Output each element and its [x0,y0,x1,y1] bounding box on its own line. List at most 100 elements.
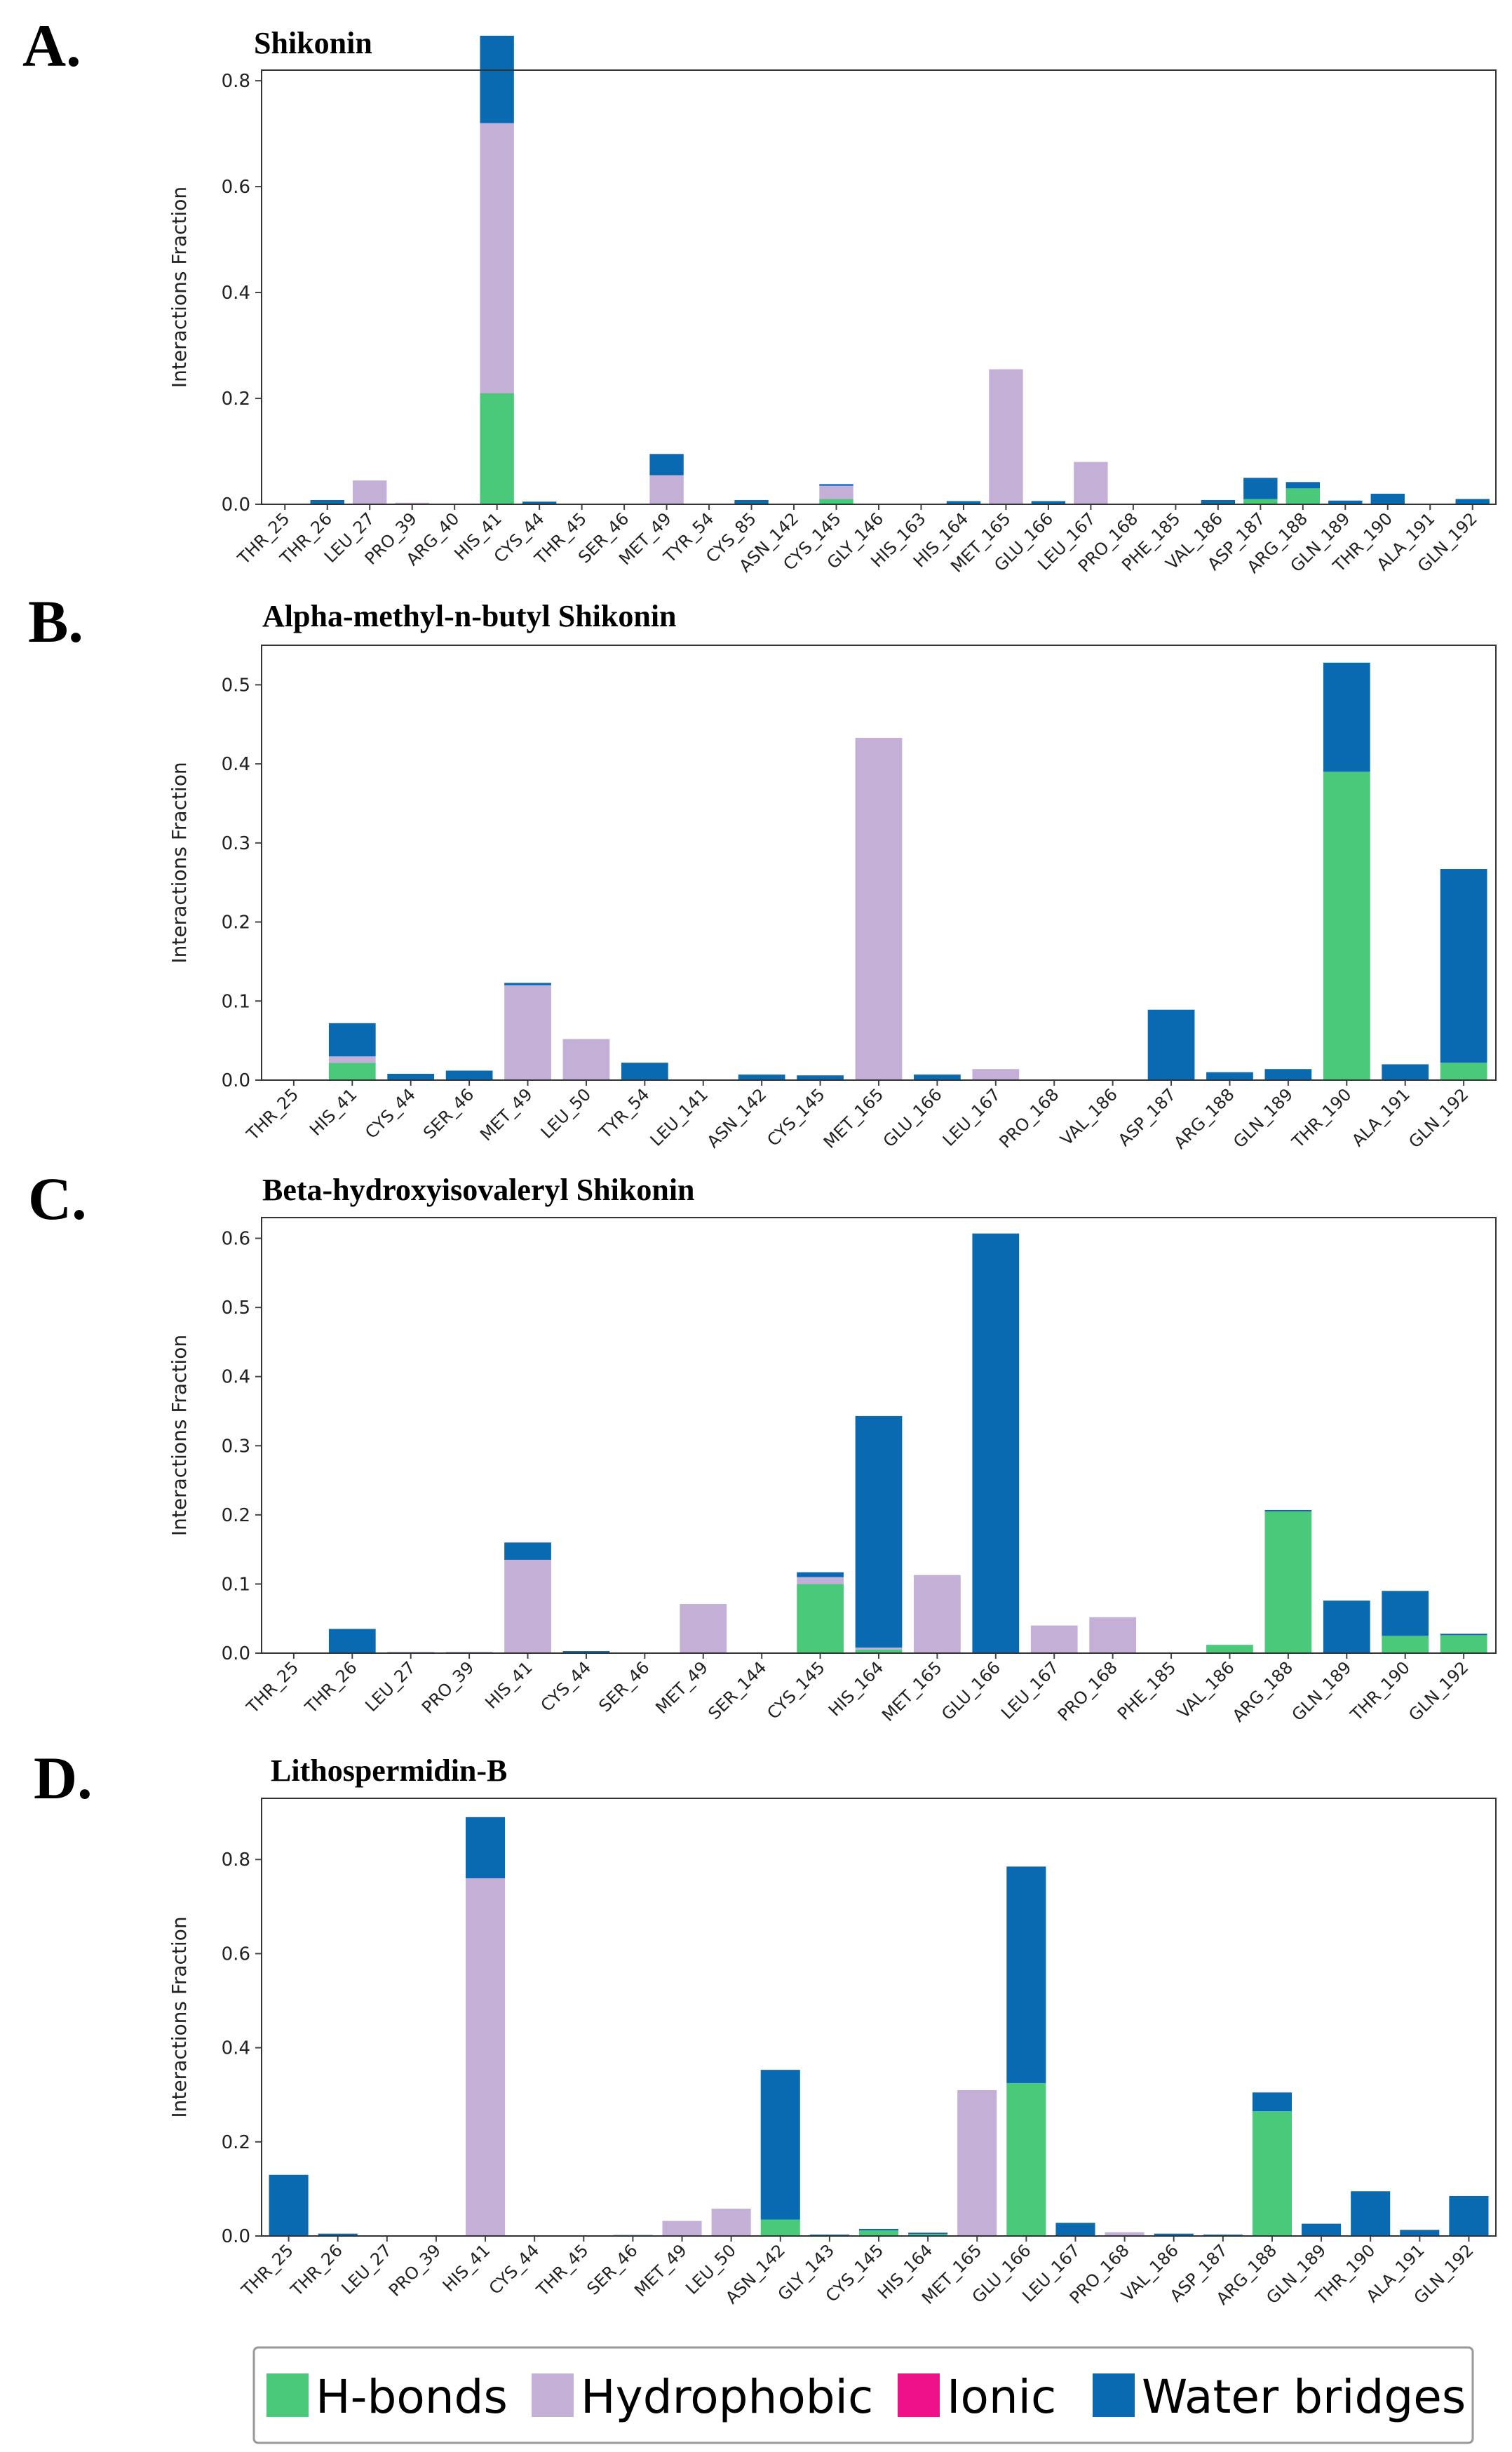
bar-water-bridges-gln_192 [1455,499,1490,504]
chart-title: Alpha-methyl-n-butyl Shikonin [262,599,677,633]
x-tick-label: GLN_189 [1288,1657,1356,1725]
bar-water-bridges-thr_26 [318,2233,358,2236]
bar-water-bridges-his_41 [465,1817,506,1879]
x-tick-label: THR_25 [237,2240,297,2301]
x-tick-label: GLN_192 [1405,1084,1472,1152]
bar-water-bridges-cys_85 [734,499,769,504]
y-tick-label: 0.2 [222,2132,250,2153]
x-tick-label: MET_49 [630,2240,691,2301]
chart-title: Beta-hydroxyisovaleryl Shikonin [262,1173,695,1207]
x-tick-label: GLU_166 [938,1657,1004,1724]
bar-hydrophobic-pro_168 [1089,1617,1137,1653]
legend-box [252,2346,1474,2444]
bar-h-bonds-gln_192 [1440,1063,1487,1080]
bar-water-bridges-cys_145 [819,484,853,486]
bar-h-bonds-gln_192 [1440,1635,1487,1653]
bar-water-bridges-glu_166 [1006,1866,1046,2083]
panel-letter: B. [28,588,83,655]
y-tick-label: 0.2 [222,912,250,934]
x-tick-label: HIS_41 [439,2240,494,2295]
bar-water-bridges-asp_187 [1147,1009,1195,1080]
x-tick-label: LEU_50 [537,1084,595,1142]
x-tick-label: VAL_186 [1057,1084,1121,1149]
bar-h-bonds-thr_190 [1323,772,1370,1080]
x-tick-label: THR_190 [1288,1084,1355,1152]
x-tick-label: LEU_27 [338,2240,396,2298]
bar-h-bonds-his_164 [855,1650,903,1653]
bar-hydrophobic-leu_167 [972,1069,1020,1080]
bar-water-bridges-asn_142 [760,2070,800,2220]
x-tick-label: THR_25 [243,1084,303,1145]
y-tick-label: 0.1 [222,991,250,1012]
bar-water-bridges-his_41 [504,1542,551,1560]
bar-hydrophobic-his_164 [855,1648,903,1650]
bar-water-bridges-val_186 [1201,499,1236,504]
x-tick-label: THR_190 [1346,1657,1414,1725]
x-tick-label: THR_26 [301,1657,361,1718]
bar-water-bridges-asn_142 [738,1075,785,1080]
bar-h-bonds-asp_187 [1243,499,1278,504]
x-tick-label: LEU_167 [997,1657,1062,1723]
x-tick-label: CYS_44 [361,1084,419,1143]
bar-water-bridges-his_164 [946,501,981,504]
bar-water-bridges-cys_44 [562,1651,610,1653]
y-tick-label: 0.4 [222,754,250,775]
bar-water-bridges-asp_187 [1203,2234,1243,2236]
x-tick-label: SER_46 [419,1084,478,1143]
bar-water-bridges-glu_166 [972,1233,1020,1653]
legend-label: Hydrophobic [581,2370,873,2424]
bar-hydrophobic-leu_167 [1030,1625,1078,1653]
bar-water-bridges-glu_166 [1031,501,1066,504]
bar-water-bridges-ser_46 [445,1070,493,1080]
bar-water-bridges-cys_44 [387,1073,435,1080]
legend-swatch-hydrophobic [532,2373,574,2417]
bar-hydrophobic-leu_50 [562,1039,610,1080]
bar-water-bridges-arg_188 [1285,482,1321,489]
bar-h-bonds-asn_142 [760,2219,800,2236]
bar-water-bridges-arg_188 [1252,2092,1292,2112]
bar-hydrophobic-cys_145 [797,1577,844,1584]
chart-title: Lithospermidin-B [271,1753,507,1788]
x-tick-label: TYR_54 [595,1084,653,1143]
x-tick-label: THR_25 [243,1657,303,1718]
x-tick-label: MET_49 [476,1084,536,1145]
bar-hydrophobic-his_41 [504,1559,551,1653]
bar-water-bridges-cys_145 [858,2228,899,2230]
bar-water-bridges-ala_191 [1400,2230,1440,2236]
x-tick-label: PRO_168 [1054,1657,1121,1725]
bar-water-bridges-his_41 [328,1023,376,1057]
x-tick-label: GLU_166 [879,1084,946,1151]
legend-label: Water bridges [1142,2370,1466,2424]
x-tick-label: ARG_188 [1170,1084,1238,1152]
x-tick-label: HIS_41 [481,1657,536,1712]
panel-letter: C. [28,1165,87,1232]
panel-letter: A. [22,12,81,79]
legend: H-bonds Hydrophobic Ionic Water bridges [252,2346,1474,2444]
bar-water-bridges-met_49 [649,454,684,476]
bar-hydrophobic-met_165 [957,2090,997,2236]
y-tick-label: 0.3 [222,1436,250,1457]
bar-h-bonds-thr_190 [1382,1636,1429,1653]
y-tick-label: 0.8 [222,71,250,92]
bar-hydrophobic-met_49 [662,2221,702,2236]
legend-swatch-h-bonds [266,2373,309,2417]
bar-water-bridges-gln_189 [1264,1069,1312,1080]
x-tick-label: THR_26 [286,2240,346,2301]
x-tick-label: THR_45 [532,2240,593,2301]
y-axis-label: Interactions Fraction [168,762,191,963]
chart-panel-a: A. Shikonin 0.0 0.2 0.4 0.6 0.8 Interactions Fr… [22,12,1497,577]
x-tick-label: LEU_167 [939,1084,1004,1150]
bar-water-bridges-cys_145 [797,1075,844,1080]
bar-hydrophobic-met_165 [914,1575,961,1653]
bar-water-bridges-thr_25 [269,2174,309,2236]
bar-hydrophobic-met_49 [680,1604,727,1653]
y-tick-label: 0.5 [222,1298,250,1319]
y-tick-label: 0.5 [222,675,250,696]
y-tick-label: 0.2 [222,1505,250,1526]
bar-hydrophobic-his_41 [465,1878,506,2236]
y-tick-label: 0.6 [222,1944,250,1965]
y-tick-label: 0.0 [222,1070,250,1091]
x-tick-label: SER_46 [583,2240,641,2298]
y-tick-label: 0.4 [222,283,250,304]
bar-hydrophobic-pro_39 [395,502,429,504]
